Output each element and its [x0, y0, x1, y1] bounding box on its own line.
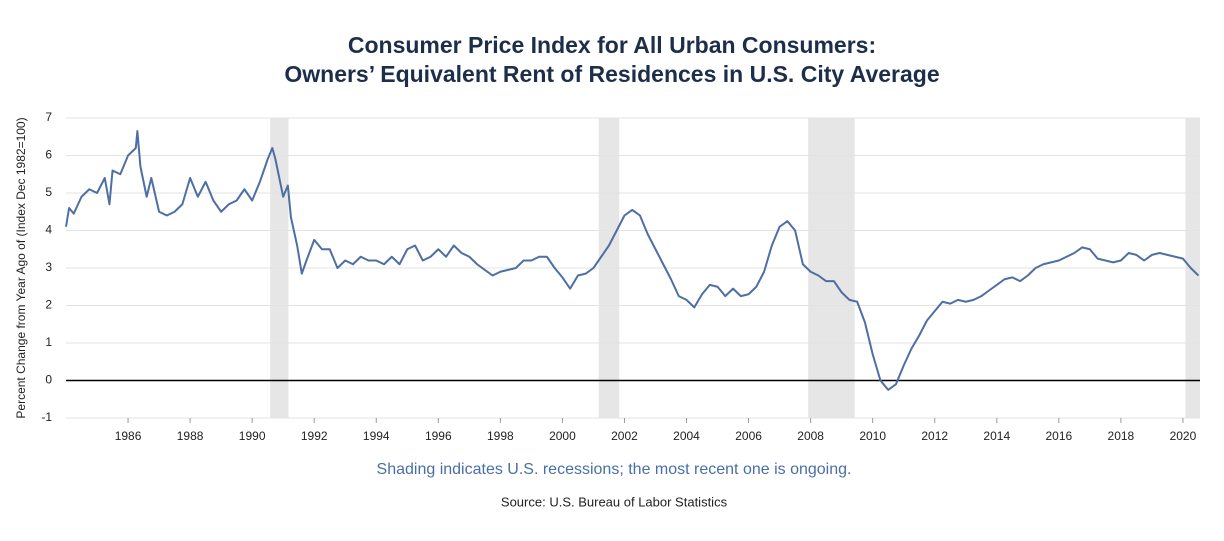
- x-tick-label: 2014: [983, 429, 1010, 443]
- x-tick-label: 1996: [425, 429, 452, 443]
- note: Shading indicates U.S. recessions; the m…: [377, 461, 852, 478]
- x-tick-label: 2000: [549, 429, 576, 443]
- x-tick-label: 2008: [797, 429, 824, 443]
- y-tick-label: 3: [45, 260, 52, 274]
- x-tick-label: 1986: [115, 429, 142, 443]
- x-tick-label: 1988: [177, 429, 204, 443]
- y-tick-label: 5: [45, 185, 52, 199]
- y-tick-label: 2: [45, 298, 52, 312]
- y-axis-label: Percent Change from Year Ago of (Index D…: [14, 117, 28, 418]
- x-tick-label: 2018: [1108, 429, 1135, 443]
- y-tick-label: 1: [45, 335, 52, 349]
- x-tick-label: 1992: [301, 429, 328, 443]
- x-tick-label: 1994: [363, 429, 390, 443]
- y-tick-label: 0: [45, 373, 52, 387]
- chart-title: Owners’ Equivalent Rent of Residences in…: [284, 61, 939, 87]
- y-tick-label: 4: [45, 223, 52, 237]
- x-tick-label: 1998: [487, 429, 514, 443]
- y-tick-label: -1: [41, 410, 52, 424]
- x-tick-label: 2002: [611, 429, 638, 443]
- x-tick-label: 2004: [673, 429, 700, 443]
- x-tick-label: 2020: [1170, 429, 1197, 443]
- source: Source: U.S. Bureau of Labor Statistics: [501, 494, 728, 509]
- x-tick-label: 2006: [735, 429, 762, 443]
- data-line: [65, 130, 1200, 391]
- chart-title: Consumer Price Index for All Urban Consu…: [348, 32, 876, 58]
- x-tick-label: 2010: [859, 429, 886, 443]
- x-tick-label: 2012: [921, 429, 948, 443]
- y-tick-label: 6: [45, 148, 52, 162]
- x-tick-label: 1990: [239, 429, 266, 443]
- x-tick-label: 2016: [1045, 429, 1072, 443]
- y-tick-label: 7: [45, 110, 52, 124]
